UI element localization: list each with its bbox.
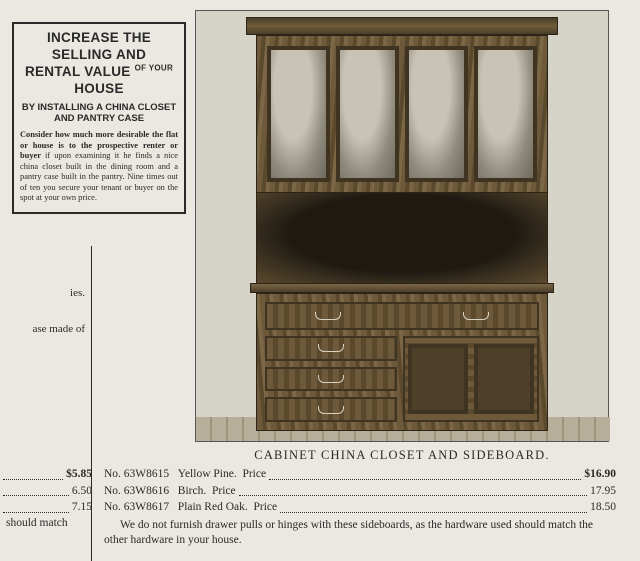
price-value: 7.15 [72,499,92,516]
price-value: 18.50 [590,499,616,516]
door-panel [474,344,534,414]
price-row: 7.15 [0,499,92,516]
promo-title-line2b: HOUSE [74,81,124,96]
fragment-text: should match [6,517,68,529]
cabinet-bottom-row [265,336,539,422]
small-drawers [265,336,397,422]
dot-leader [3,499,69,513]
catalog-number: No. 63W8616 [104,483,169,500]
fragment-text: ase made of [0,322,85,336]
dot-leader [3,483,69,497]
small-drawer [265,397,397,422]
promo-title: INCREASE THE SELLING AND RENTAL VALUE OF… [20,30,178,98]
drawer-pull-icon [318,344,344,352]
long-drawer [265,302,539,330]
wood-type: Birch. [178,483,206,500]
glass-pane [474,46,537,182]
promo-body-rest: if upon examining it he finds a nice chi… [20,151,178,202]
price-word: Price [254,499,278,516]
product-title: CABINET CHINA CLOSET AND SIDEBOARD. [195,448,609,463]
wood-type: Yellow Pine. [178,466,237,483]
price-word: Price [212,483,236,500]
small-drawer [265,336,397,361]
promo-body: Consider how much more desirable the fla… [20,130,178,204]
cabinet-upper-glass [256,35,548,193]
catalog-number: No. 63W8615 [104,466,169,483]
price-row: 6.50 [0,483,92,500]
cabinet-lower [256,293,548,431]
promo-title-small: OF YOUR [135,63,173,72]
drawer-pull-icon [318,406,344,414]
wood-type: Plain Red Oak. [178,499,248,516]
drawer-pull-icon [315,312,341,320]
left-price-fragment: $5.85 6.50 7.15 [0,466,92,516]
glass-pane [336,46,399,182]
promo-title-line1: INCREASE THE SELLING AND [47,30,151,62]
glass-pane [267,46,330,182]
door-panel [408,344,468,414]
promo-subtitle: BY INSTALLING A CHINA CLOSET AND PANTRY … [20,102,178,126]
price-row: $5.85 [0,466,92,483]
product-illustration [195,10,609,442]
fragment-text: ies. [0,286,85,300]
cabinet-doors [403,336,539,422]
price-value: 6.50 [72,483,92,500]
price-value: 17.95 [590,483,616,500]
dot-leader [269,466,581,480]
drawer-pull-icon [463,312,489,320]
price-listing: No. 63W8615 Yellow Pine. Price $16.90 No… [104,466,616,548]
cabinet-crown [246,17,558,35]
listing-row: No. 63W8617 Plain Red Oak. Price 18.50 [104,499,616,516]
glass-pane [405,46,468,182]
cabinet-recess [256,193,548,283]
cabinet-drawing [256,17,548,437]
dot-leader [280,499,587,513]
price-value: $16.90 [584,466,616,483]
listing-row: No. 63W8615 Yellow Pine. Price $16.90 [104,466,616,483]
catalog-page: INCREASE THE SELLING AND RENTAL VALUE OF… [0,0,640,561]
promo-box: INCREASE THE SELLING AND RENTAL VALUE OF… [12,22,186,214]
price-value: $5.85 [66,466,92,483]
dot-leader [3,466,63,480]
drawer-pull-icon [318,375,344,383]
promo-title-line2a: RENTAL VALUE [25,64,131,79]
price-word: Price [242,466,266,483]
dot-leader [239,483,588,497]
cabinet-counter [250,283,554,293]
footnote: We do not furnish drawer pulls or hinges… [104,518,616,548]
listing-row: No. 63W8616 Birch. Price 17.95 [104,483,616,500]
catalog-number: No. 63W8617 [104,499,169,516]
small-drawer [265,367,397,392]
